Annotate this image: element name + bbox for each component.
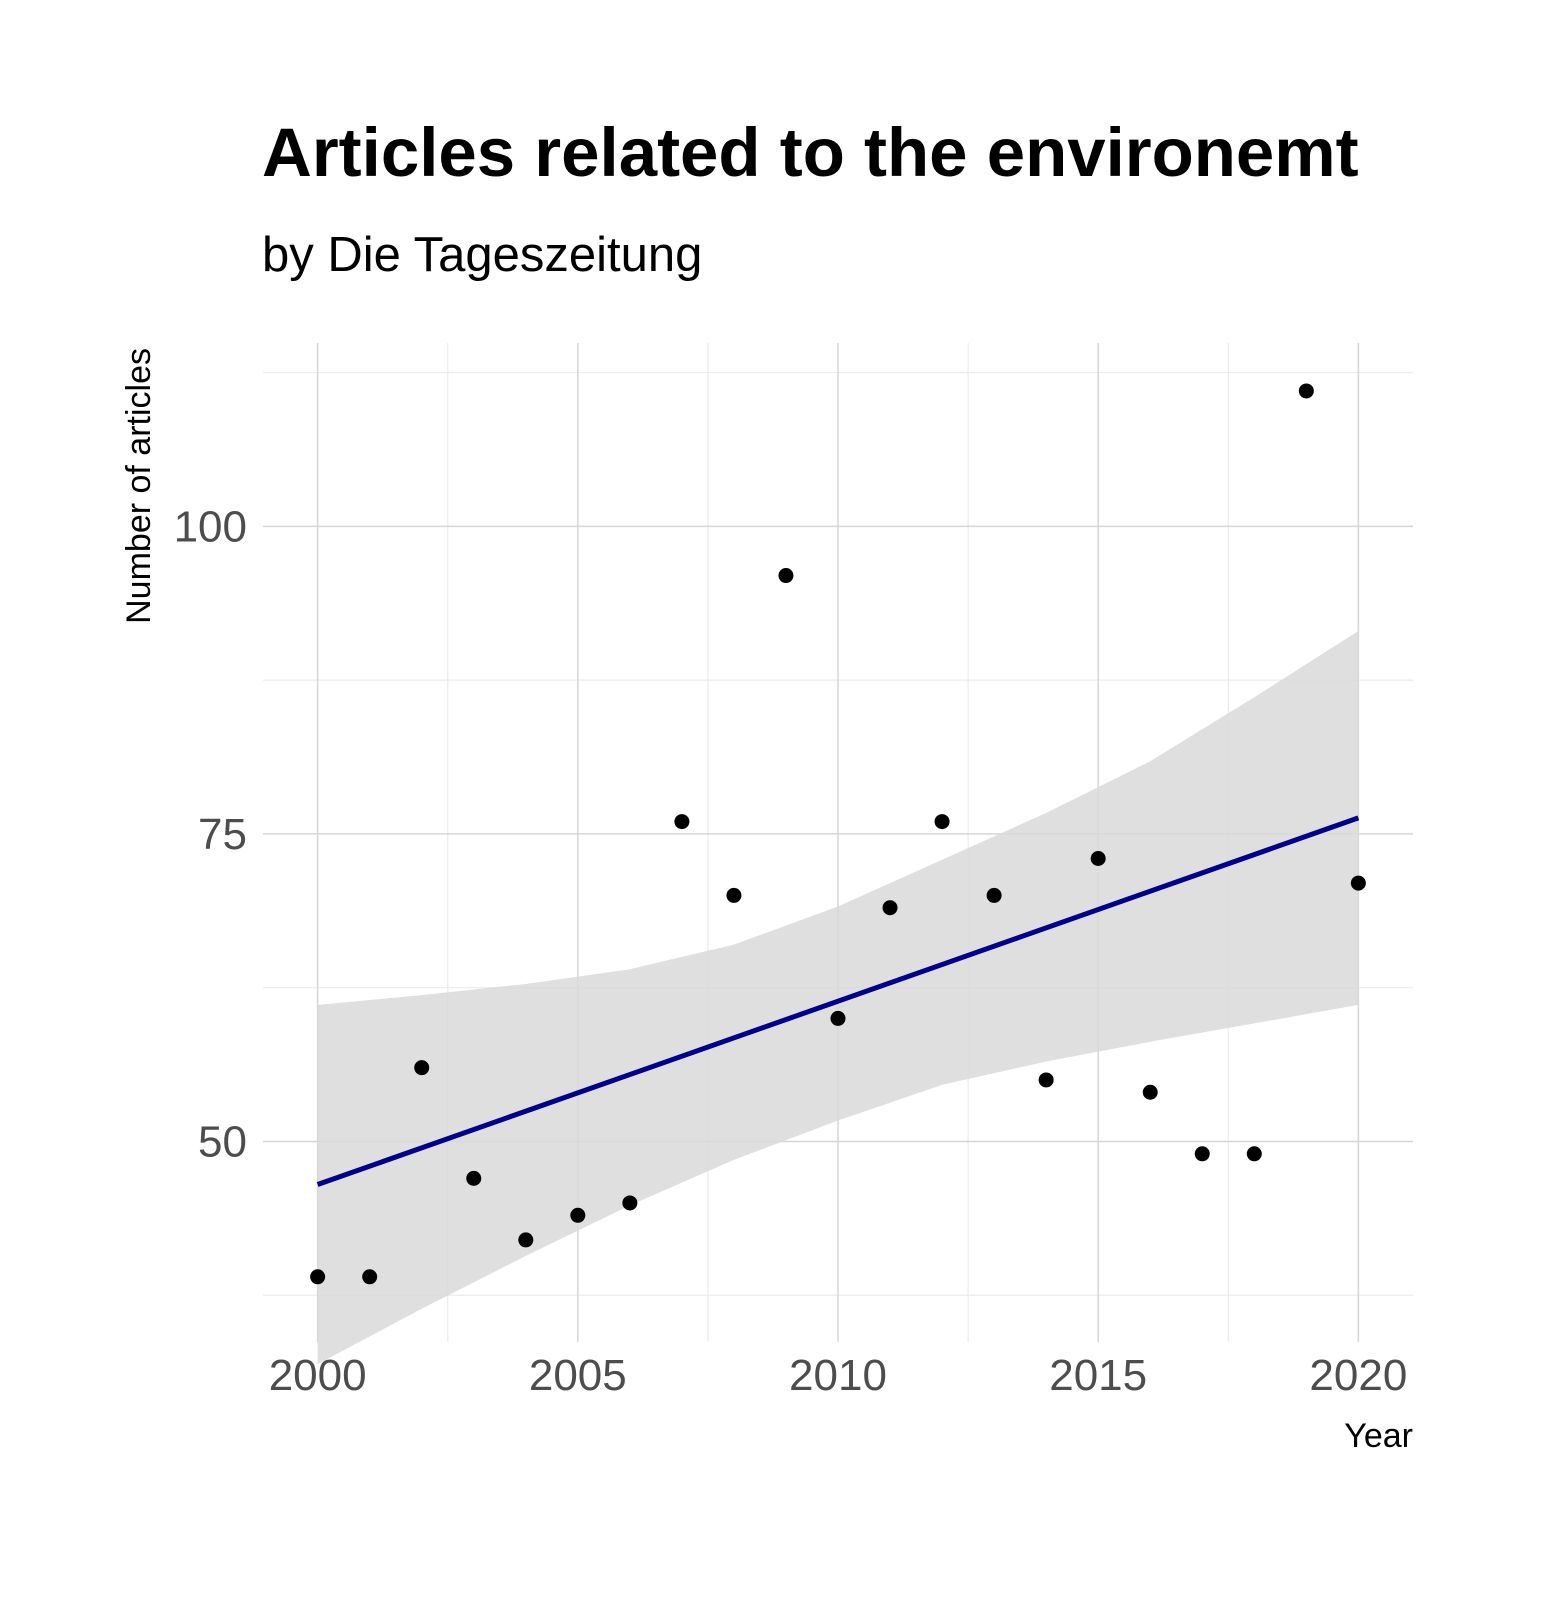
data-point [1038,1072,1054,1088]
x-tick-label: 2020 [1309,1351,1407,1400]
data-point [518,1232,534,1248]
data-point [674,814,690,830]
y-axis-tick-labels: 50 75 100 [174,502,247,1166]
data-point [466,1170,482,1186]
regression-line [316,815,1360,1187]
x-tick-label: 2010 [789,1351,887,1400]
confidence-band-layer [317,630,1359,1365]
data-point [1142,1084,1158,1100]
data-point [622,1195,638,1211]
chart-subtitle: by Die Tageszeitung [262,228,702,282]
data-point [1350,875,1366,891]
data-point [986,887,1002,903]
data-point [830,1010,846,1026]
y-tick-label: 100 [174,502,247,551]
data-point [570,1207,586,1223]
points-layer [310,383,1366,1285]
data-point [1246,1146,1262,1162]
data-point [1194,1146,1210,1162]
data-point [362,1269,378,1285]
fit-line-layer [316,815,1360,1187]
data-point [310,1269,326,1285]
data-point [934,814,950,830]
data-point [1090,850,1106,866]
y-tick-label: 50 [198,1117,247,1166]
x-axis-label: Year [1344,1417,1413,1455]
x-tick-label: 2000 [269,1351,367,1400]
data-point [414,1060,430,1076]
chart-title: Articles related to the environemt [262,114,1359,191]
x-tick-label: 2005 [529,1351,627,1400]
x-tick-label: 2015 [1049,1351,1147,1400]
y-axis-label: Number of articles [120,348,158,624]
x-axis-tick-labels: 2000 2005 2010 2015 2020 [269,1351,1408,1400]
data-point [1298,383,1314,399]
confidence-band [317,630,1359,1365]
data-point [726,887,742,903]
data-point [882,900,898,916]
y-tick-label: 75 [198,810,247,859]
data-point [778,568,794,584]
